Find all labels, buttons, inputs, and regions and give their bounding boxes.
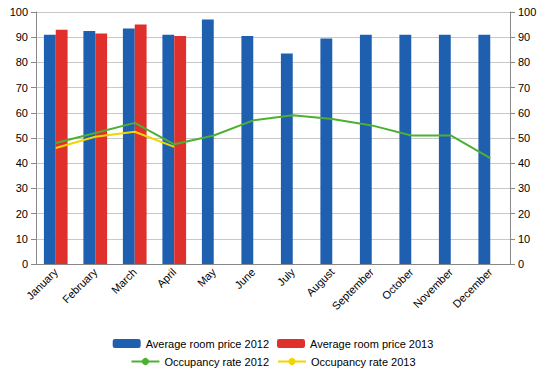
svg-text:February: February bbox=[60, 265, 100, 305]
svg-text:40: 40 bbox=[518, 157, 530, 169]
svg-text:100: 100 bbox=[518, 6, 536, 18]
svg-text:70: 70 bbox=[16, 82, 28, 94]
svg-text:50: 50 bbox=[518, 132, 530, 144]
svg-text:July: July bbox=[275, 265, 298, 288]
svg-text:10: 10 bbox=[518, 233, 530, 245]
svg-text:October: October bbox=[379, 266, 415, 302]
svg-text:90: 90 bbox=[518, 31, 530, 43]
svg-text:20: 20 bbox=[16, 208, 28, 220]
svg-text:50: 50 bbox=[16, 132, 28, 144]
svg-text:20: 20 bbox=[518, 208, 530, 220]
svg-text:November: November bbox=[411, 266, 456, 311]
svg-text:40: 40 bbox=[16, 157, 28, 169]
svg-text:0: 0 bbox=[22, 258, 28, 270]
svg-text:January: January bbox=[24, 265, 60, 301]
svg-text:70: 70 bbox=[518, 82, 530, 94]
svg-text:May: May bbox=[195, 265, 219, 289]
svg-text:Occupancy rate 2013: Occupancy rate 2013 bbox=[311, 356, 416, 368]
svg-text:90: 90 bbox=[16, 31, 28, 43]
svg-text:March: March bbox=[109, 266, 139, 296]
svg-text:10: 10 bbox=[16, 233, 28, 245]
svg-text:June: June bbox=[232, 266, 257, 291]
svg-text:0: 0 bbox=[518, 258, 524, 270]
svg-text:Average room price 2013: Average room price 2013 bbox=[310, 338, 433, 350]
svg-text:April: April bbox=[154, 266, 178, 290]
svg-text:60: 60 bbox=[16, 107, 28, 119]
svg-text:December: December bbox=[450, 266, 495, 311]
svg-text:Occupancy rate 2012: Occupancy rate 2012 bbox=[164, 356, 269, 368]
svg-text:80: 80 bbox=[16, 56, 28, 68]
svg-text:30: 30 bbox=[16, 182, 28, 194]
svg-text:Average room price 2012: Average room price 2012 bbox=[146, 338, 269, 350]
svg-text:August: August bbox=[304, 266, 337, 299]
svg-text:30: 30 bbox=[518, 182, 530, 194]
svg-text:60: 60 bbox=[518, 107, 530, 119]
svg-text:100: 100 bbox=[10, 6, 28, 18]
svg-text:80: 80 bbox=[518, 56, 530, 68]
svg-text:September: September bbox=[330, 266, 377, 313]
